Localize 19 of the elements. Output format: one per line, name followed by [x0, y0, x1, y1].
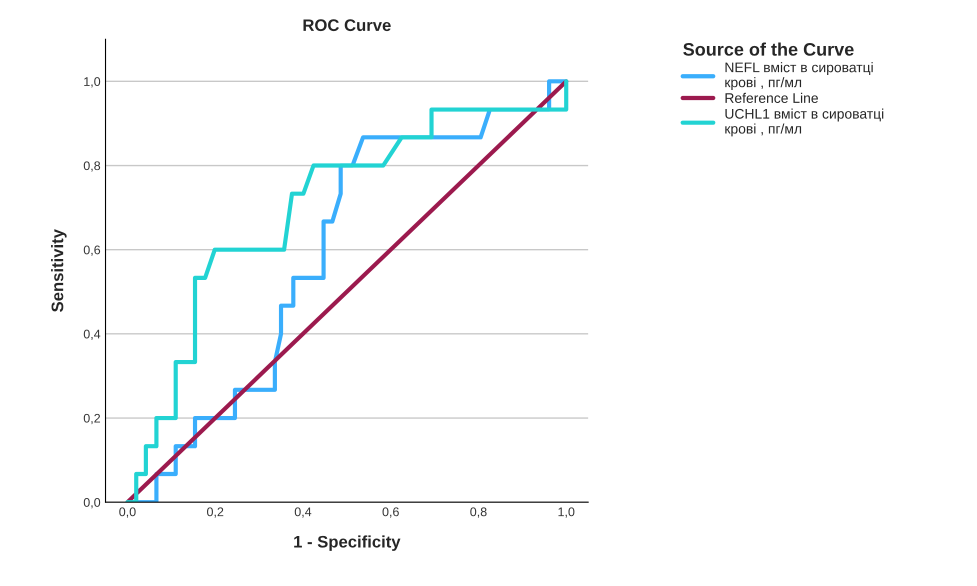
x-tick-label: 0,0 [119, 507, 136, 518]
y-tick-label: 0,6 [84, 245, 100, 256]
x-tick-label: 0,2 [207, 507, 224, 518]
chart-title: ROC Curve [303, 19, 391, 32]
y-tick-label: 0,4 [84, 330, 100, 340]
x-tick-label: 0,6 [382, 507, 399, 518]
legend-title: Source of the Curve [683, 42, 854, 56]
y-tick-label: 0,8 [84, 161, 100, 172]
x-tick-label: 1,0 [558, 507, 574, 518]
legend-label: Reference Line [726, 92, 818, 103]
y-tick-label: 0,2 [84, 414, 100, 424]
x-tick-label: 0,4 [294, 507, 312, 518]
x-tick-label: 0,8 [470, 507, 487, 518]
y-tick-label: 1,0 [84, 77, 100, 88]
x-axis-title: 1 - Specificity [294, 535, 400, 551]
legend-label: NEFL вміст в сироватці крові , пг/мл [725, 62, 873, 90]
y-tick-label: 0,0 [84, 498, 100, 508]
legend-label: UCHL1 вміст в сироватці крові , пг/мл [725, 108, 884, 136]
y-axis-title: Sensitivity [51, 229, 67, 312]
